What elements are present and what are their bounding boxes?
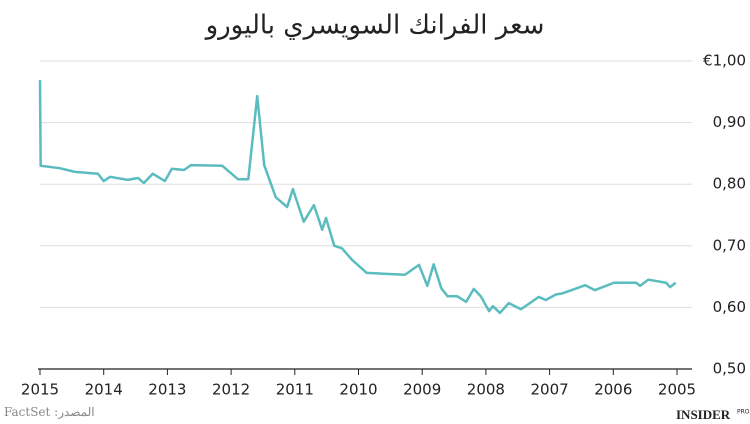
- line: [38, 80, 677, 315]
- x-tick-label: 2006: [594, 381, 632, 399]
- source: المصدر: FactSet: [4, 405, 95, 419]
- logo-sub: PRO: [737, 409, 750, 416]
- logo: INSIDER: [676, 407, 731, 422]
- x-tick-label: 2015: [21, 381, 59, 399]
- y-tick-label: €1,00: [703, 52, 746, 70]
- x-tick-label: 2009: [403, 381, 441, 399]
- x-tick-label: 2014: [85, 381, 123, 399]
- y-tick-label: 0,90: [713, 113, 746, 131]
- y-tick-label: 0,70: [713, 236, 746, 254]
- y-tick-label: 0,80: [713, 175, 746, 193]
- y-tick-label: 0,60: [713, 298, 746, 316]
- x-tick-label: 2012: [212, 381, 250, 399]
- x-tick-label: 2011: [276, 381, 314, 399]
- x-tick-label: 2010: [339, 381, 377, 399]
- x-tick-label: 2005: [658, 381, 696, 399]
- x-tick-label: 2008: [467, 381, 505, 399]
- chart-title: سعر الفرانك السويسري باليورو: [204, 11, 545, 41]
- x-tick-label: 2007: [531, 381, 569, 399]
- x-tick-label: 2013: [148, 381, 186, 399]
- y-tick-label: 0,50: [713, 360, 746, 378]
